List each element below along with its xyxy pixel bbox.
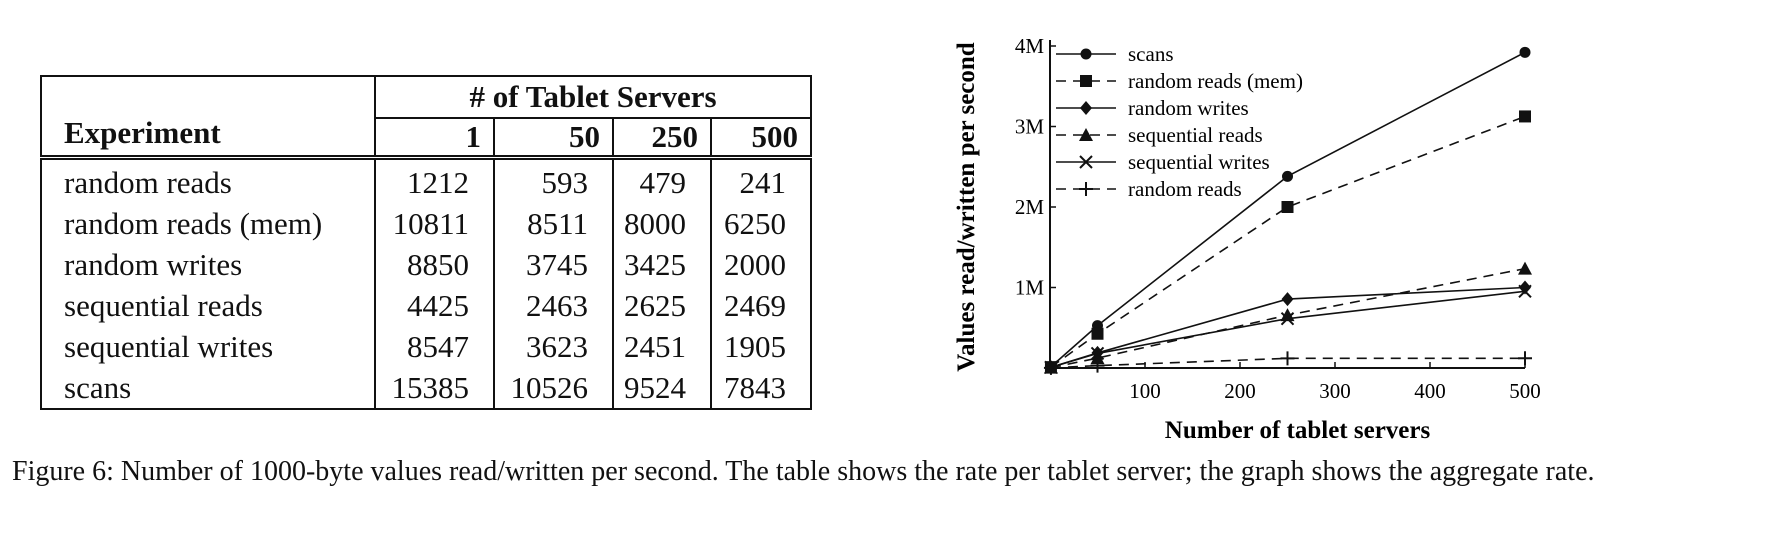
table-row: random writes 8850 3745 3425 2000: [40, 244, 812, 285]
series-line-5: [1050, 357, 1526, 369]
experiment-name: random writes: [40, 244, 376, 285]
legend-label: sequential reads: [1128, 123, 1263, 147]
x-tick-label: 100: [1129, 379, 1161, 403]
experiment-name: scans: [40, 367, 376, 410]
y-tick-label: 2M: [1015, 195, 1045, 219]
aggregate-rate-chart: 100 200 300 400 500 1M 2M 3M 4M Number of tablet …: [953, 34, 1541, 444]
legend-marker: [1080, 101, 1092, 115]
table-cell: 9524: [612, 367, 712, 410]
legend-label: random reads (mem): [1128, 69, 1303, 93]
table-header-row-bottom: 1 50 250 500: [41, 117, 812, 159]
table-cell: 479: [612, 155, 712, 203]
legend-marker: [1080, 75, 1092, 87]
legend-marker: [1079, 155, 1093, 169]
series-line-0: [1050, 51, 1526, 368]
table-cell: 2625: [612, 285, 712, 326]
x-axis-label: Number of tablet servers: [1165, 417, 1431, 444]
table-row: random reads (mem) 10811 8511 8000 6250: [40, 203, 812, 244]
legend-label: sequential writes: [1128, 150, 1270, 174]
data-point: [1282, 170, 1293, 182]
table-cell: 10526: [493, 367, 614, 410]
data-point: [1518, 284, 1532, 299]
table-cell: 3623: [493, 326, 614, 367]
experiment-name: random reads: [40, 155, 376, 203]
x-tick-label: 500: [1509, 379, 1541, 403]
experiment-name: sequential writes: [40, 326, 376, 367]
data-point: [1280, 311, 1295, 326]
data-point: [1090, 346, 1105, 361]
y-tick-label: 4M: [1015, 34, 1045, 58]
data-point: [1518, 261, 1532, 275]
y-tick-label: 1M: [1015, 276, 1045, 300]
table-cell: 15385: [374, 367, 495, 410]
legend-marker: [1079, 182, 1093, 196]
table-cell: 3425: [612, 244, 712, 285]
table-cell: 2469: [710, 285, 812, 326]
table-cell: 6250: [710, 203, 812, 244]
table-cell: 8511: [493, 203, 614, 244]
x-tick-label: 200: [1224, 379, 1256, 403]
legend-label: random writes: [1128, 96, 1249, 120]
series-line-1: [1050, 115, 1526, 368]
data-point: [1281, 201, 1294, 213]
experiment-header: Experiment: [40, 75, 376, 159]
figure-caption: Figure 6: Number of 1000-byte values rea…: [12, 456, 1595, 487]
data-point: [1519, 110, 1531, 123]
table-cell: 2000: [710, 244, 812, 285]
column-header: 250: [612, 117, 712, 159]
tablet-servers-header: # of Tablet Servers: [374, 75, 812, 119]
legend-label: random reads: [1128, 177, 1242, 201]
table-cell: 8547: [374, 326, 495, 367]
y-tick-label: 3M: [1015, 115, 1045, 139]
data-point: [1518, 351, 1532, 366]
table-cell: 2451: [612, 326, 712, 367]
legend-label: scans: [1128, 42, 1174, 66]
table-cell: 1212: [374, 155, 495, 203]
data-point: [1090, 351, 1105, 365]
experiment-name: random reads (mem): [40, 203, 376, 244]
column-header: 50: [493, 117, 614, 159]
table-cell: 593: [493, 155, 614, 203]
table-cell: 7843: [710, 367, 812, 410]
column-header: 1: [374, 117, 495, 159]
table-cell: 241: [710, 155, 812, 203]
x-tick-label: 300: [1319, 379, 1351, 403]
data-point: [1091, 327, 1104, 340]
table-cell: 2463: [493, 285, 614, 326]
table-cell: 3745: [493, 244, 614, 285]
legend-marker: [1080, 48, 1092, 60]
data-point: [1280, 351, 1295, 366]
table-cell: 8000: [612, 203, 712, 244]
data-point: [1519, 46, 1531, 58]
x-tick-label: 400: [1414, 379, 1446, 403]
table-cell: 10811: [374, 203, 495, 244]
table-cell: 1905: [710, 326, 812, 367]
legend-marker: [1079, 128, 1093, 141]
table-header-row-top: Experiment # of Tablet Servers: [40, 75, 812, 159]
data-point: [1281, 292, 1294, 307]
table-cell: 4425: [374, 285, 495, 326]
experiment-name: sequential reads: [40, 285, 376, 326]
data-point: [1043, 360, 1058, 375]
series-line-4: [1050, 290, 1526, 369]
table-row: random reads 1212 593 479 241: [40, 155, 812, 203]
column-header: 500: [710, 117, 812, 159]
table-row: sequential writes 8547 3623 2451 1905: [40, 326, 812, 367]
results-table: Experiment # of Tablet Servers 1 50 250 …: [40, 75, 812, 410]
table-row: scans 15385 10526 9524 7843: [40, 367, 812, 410]
table-row: sequential reads 4425 2463 2625 2469: [40, 285, 812, 326]
y-axis-label: Values read/written per second: [953, 42, 980, 371]
data-point: [1090, 358, 1105, 373]
table-cell: 8850: [374, 244, 495, 285]
